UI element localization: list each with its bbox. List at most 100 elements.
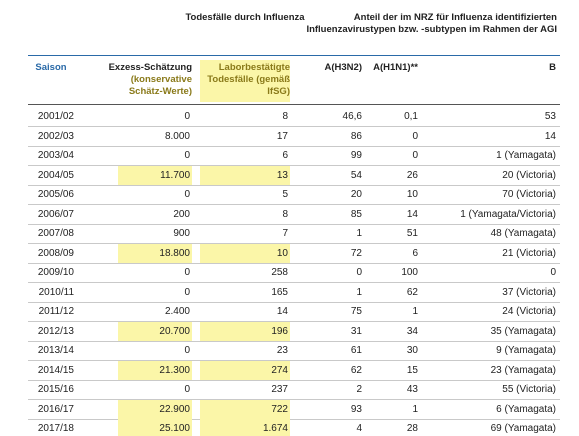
col-header-line: Todesfälle (gemäß (207, 74, 290, 85)
table-cell: 274 (200, 360, 290, 380)
table-cell: 2014/15 (37, 364, 74, 376)
table-cell: 4 (356, 423, 362, 434)
row-rule (28, 243, 560, 244)
table-cell: 2017/18 (37, 423, 74, 434)
table-cell: 21 (Victoria) (502, 247, 556, 259)
table-cell: 2004/05 (37, 169, 74, 181)
table-cell: 0 (184, 111, 190, 122)
table-cell: 2008/09 (37, 247, 74, 259)
table-cell: 9 (Yamagata) (496, 345, 556, 356)
col-header: A(H1N1)** (373, 62, 418, 73)
table-cell: 20.700 (118, 321, 192, 341)
header-rule (28, 104, 560, 105)
table-cell: 258 (271, 267, 288, 278)
col-header: Laborbestätigte Todesfälle (gemäß IfSG) (200, 60, 290, 102)
table-cell: 13 (200, 165, 290, 185)
table-cell: 15 (406, 364, 418, 376)
group-heading: Todesfälle durch Influenza (185, 12, 305, 23)
table-cell: 6 (Yamagata) (496, 403, 556, 415)
table-cell: 0 (412, 150, 418, 161)
table-cell: 46,6 (342, 111, 362, 122)
table-cell: 23 (276, 345, 288, 356)
table-cell: 2005/06 (37, 189, 74, 200)
table-cell: 0 (184, 286, 190, 298)
table-cell: 20 (Victoria) (502, 169, 556, 181)
table-cell: 85 (350, 208, 362, 220)
table-cell: 2.400 (164, 306, 190, 317)
row-rule (28, 145, 560, 147)
table-cell: 1 (Yamagata) (496, 150, 556, 161)
table-cell: 43 (406, 384, 418, 395)
table-cell: 1 (356, 228, 362, 239)
row-rule (28, 379, 560, 381)
group-heading-line: Anteil der im NRZ für Influenza identifi… (353, 12, 557, 23)
row-rule (28, 399, 560, 400)
row-rule (28, 223, 560, 225)
table-cell: 62 (350, 364, 362, 376)
table-cell: 99 (350, 150, 362, 161)
table-cell: 2010/11 (38, 286, 74, 298)
col-header: Exzess-Schätzung (konservative Schätz-We… (100, 62, 192, 98)
table-cell: 722 (200, 399, 290, 419)
table-cell: 18.800 (118, 243, 192, 263)
table-cell: 0,1 (404, 111, 418, 122)
table-cell: 93 (350, 403, 362, 415)
row-rule (28, 184, 560, 186)
table-cell: 2007/08 (37, 228, 74, 239)
table-cell: 2001/02 (37, 111, 74, 122)
table-cell: 0 (184, 189, 190, 200)
table-cell: 11.700 (118, 165, 192, 185)
col-header-line: (konservative (130, 74, 192, 85)
table-cell: 0 (184, 345, 190, 356)
table-cell: 0 (184, 150, 190, 161)
table-cell: 86 (350, 130, 362, 142)
table-cell: 1.674 (200, 419, 290, 436)
col-header: A(H3N2) (324, 62, 362, 73)
table-cell: 35 (Yamagata) (490, 325, 556, 337)
table-cell: 900 (173, 228, 190, 239)
table-cell: 61 (350, 345, 362, 356)
table-cell: 17 (276, 130, 288, 142)
col-header: Saison (35, 62, 67, 73)
table-cell: 8 (282, 111, 288, 122)
table-cell: 5 (282, 189, 288, 200)
table-cell: 54 (350, 169, 362, 181)
table-cell: 2 (356, 384, 362, 395)
row-rule (28, 301, 560, 303)
table-cell: 70 (Victoria) (502, 189, 556, 200)
table-cell: 1 (412, 306, 418, 317)
table-cell: 0 (184, 267, 190, 278)
row-rule (28, 418, 560, 420)
col-header-line: Laborbestätigte (218, 62, 290, 73)
table-cell: 72 (350, 247, 362, 259)
table-cell: 14 (544, 130, 556, 142)
table-cell: 24 (Victoria) (502, 306, 556, 317)
table-cell: 34 (406, 325, 418, 337)
table-cell: 165 (271, 286, 288, 298)
table-cell: 25.100 (118, 419, 192, 436)
table-cell: 22.900 (118, 399, 192, 419)
table-cell: 1 (356, 286, 362, 298)
table-cell: 2003/04 (37, 150, 74, 161)
table-cell: 20 (350, 189, 362, 200)
table-cell: 6 (282, 150, 288, 161)
table-cell: 14 (406, 208, 418, 220)
table-cell: 0 (550, 267, 556, 278)
table-cell: 31 (350, 325, 362, 337)
row-rule (28, 126, 560, 127)
top-rule (28, 55, 560, 56)
table-cell: 7 (282, 228, 288, 239)
row-rule (28, 204, 560, 205)
table-cell: 10 (406, 189, 418, 200)
table-cell: 200 (173, 208, 190, 220)
table-cell: 75 (350, 306, 362, 317)
table-cell: 6 (412, 247, 418, 259)
table-cell: 2016/17 (37, 403, 74, 415)
table-cell: 2009/10 (37, 267, 74, 278)
table-cell: 196 (200, 321, 290, 341)
table-cell: 69 (Yamagata) (490, 423, 556, 434)
table-cell: 2002/03 (37, 130, 74, 142)
table-cell: 23 (Yamagata) (490, 364, 556, 376)
row-rule (28, 360, 560, 361)
col-header-line: Schätz-Werte) (128, 86, 192, 97)
